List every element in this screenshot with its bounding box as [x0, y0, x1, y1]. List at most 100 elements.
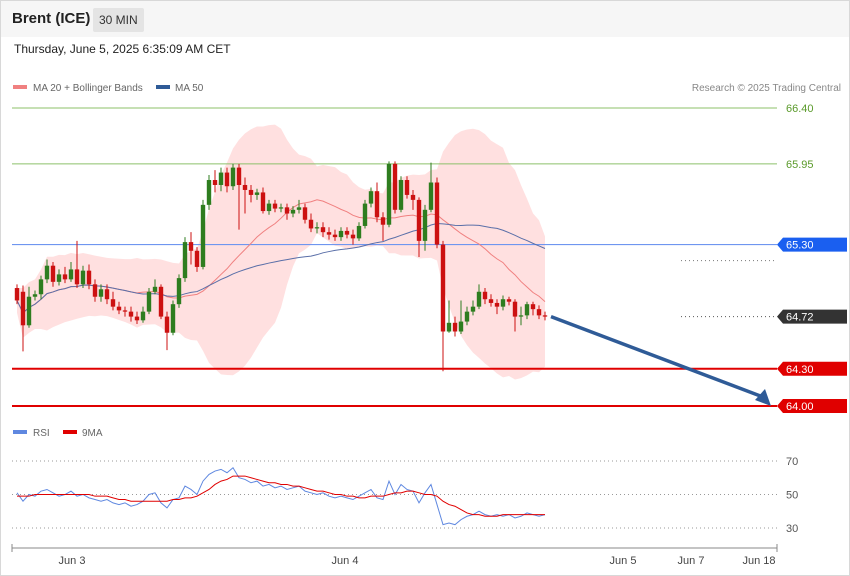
- candle-body: [260, 192, 266, 212]
- candle-body: [506, 299, 512, 302]
- pivot-label: 65.30: [786, 240, 814, 252]
- candle-body: [386, 163, 392, 225]
- rsi-legend-swatch: [13, 430, 27, 434]
- candle-body: [494, 302, 500, 307]
- time-axis: Jun 3 Jun 4 Jun 5 Jun 7 Jun 18: [11, 544, 778, 567]
- instrument-title: Brent (ICE): [12, 10, 91, 27]
- candle-body: [326, 232, 332, 235]
- candle-body: [308, 219, 314, 229]
- rsi-legend-label: RSI: [33, 428, 50, 439]
- candle-body: [164, 316, 170, 333]
- price-levels: [12, 107, 777, 407]
- candle-body: [488, 299, 494, 303]
- candle-body: [536, 309, 542, 316]
- candle-body: [404, 180, 410, 195]
- candle-body: [368, 191, 374, 204]
- x-tick-label: Jun 7: [678, 555, 705, 567]
- candle-body: [302, 207, 308, 220]
- pivot-tag: [777, 237, 847, 252]
- candle-body: [392, 163, 398, 210]
- candle-body: [542, 315, 548, 317]
- candle-body: [476, 291, 482, 307]
- level-tags: 66.40 65.95 65.30 64.72 64.30 64.00: [777, 103, 847, 413]
- resistance-label: 65.95: [786, 159, 814, 171]
- ma50-line: [16, 222, 546, 314]
- candle-body: [422, 209, 428, 241]
- candle-body: [32, 294, 38, 297]
- last-price-tag: [777, 309, 847, 324]
- candle-body: [362, 203, 368, 226]
- forecast-arrow-shaft: [550, 314, 764, 399]
- support-tag: [777, 399, 847, 413]
- candle-body: [14, 288, 20, 301]
- rsi-panel: 70 50 30: [12, 456, 798, 535]
- candle-body: [146, 291, 152, 312]
- forecast-arrow: [550, 314, 771, 406]
- candle-body: [92, 284, 98, 297]
- candle-body: [248, 189, 254, 195]
- ma20-legend-label: MA 20 + Bollinger Bands: [33, 83, 143, 94]
- candle-body: [206, 180, 212, 205]
- candle-body: [278, 207, 284, 209]
- candle-body: [374, 191, 380, 218]
- candle-body: [44, 265, 50, 280]
- candle-body: [188, 242, 194, 251]
- rsi-ma-line: [17, 475, 545, 517]
- candle-body: [512, 301, 518, 317]
- candle-body: [446, 322, 452, 332]
- candle-body: [254, 192, 260, 195]
- ma20-legend-swatch: [13, 85, 27, 89]
- candle-body: [452, 322, 458, 332]
- candle-body: [410, 194, 416, 200]
- ma50-legend-label: MA 50: [175, 83, 204, 94]
- candle-body: [122, 310, 128, 312]
- candle-body: [470, 306, 476, 312]
- support-label: 64.00: [786, 401, 814, 413]
- candle-body: [182, 242, 188, 279]
- candle-body: [266, 203, 272, 212]
- candle-body: [440, 244, 446, 332]
- rsi-ma-legend-label: 9MA: [82, 428, 103, 439]
- candle-body: [38, 279, 44, 295]
- candle-body: [500, 299, 506, 307]
- candle-body: [140, 311, 146, 321]
- candle-body: [116, 306, 122, 311]
- candle-body: [458, 321, 464, 332]
- candle-body: [320, 227, 326, 233]
- moving-averages: [16, 199, 546, 314]
- candle-body: [218, 172, 224, 185]
- candle-body: [80, 270, 86, 285]
- candle-body: [26, 296, 32, 326]
- candle-body: [242, 184, 248, 190]
- bollinger-bands: [17, 124, 545, 380]
- candle-body: [482, 291, 488, 300]
- candle-body: [74, 269, 80, 285]
- header-bar: Brent (ICE) 30 MIN: [1, 1, 849, 37]
- candle-body: [62, 274, 68, 280]
- candle-body: [530, 304, 536, 310]
- rsi-tick-label: 50: [786, 490, 798, 502]
- candle-body: [464, 311, 470, 322]
- candle-body: [338, 230, 344, 238]
- candle-body: [98, 289, 104, 297]
- candle-body: [110, 299, 116, 307]
- candle-body: [20, 291, 26, 326]
- candle-body: [434, 182, 440, 245]
- x-tick-label: Jun 18: [742, 555, 775, 567]
- candle-body: [56, 274, 62, 282]
- credit-text: Research © 2025 Trading Central: [692, 83, 841, 94]
- candle-body: [212, 180, 218, 185]
- timeframe-button[interactable]: 30 MIN: [93, 8, 144, 32]
- candle-body: [314, 227, 320, 229]
- forecast-arrow-head: [755, 389, 771, 406]
- candle-body: [284, 207, 290, 214]
- last-price-label: 64.72: [786, 312, 814, 324]
- candle-body: [134, 316, 140, 321]
- x-tick-label: Jun 3: [59, 555, 86, 567]
- candle-body: [170, 304, 176, 333]
- candle-body: [104, 289, 110, 300]
- candle-body: [152, 286, 158, 292]
- candle-body: [236, 167, 242, 185]
